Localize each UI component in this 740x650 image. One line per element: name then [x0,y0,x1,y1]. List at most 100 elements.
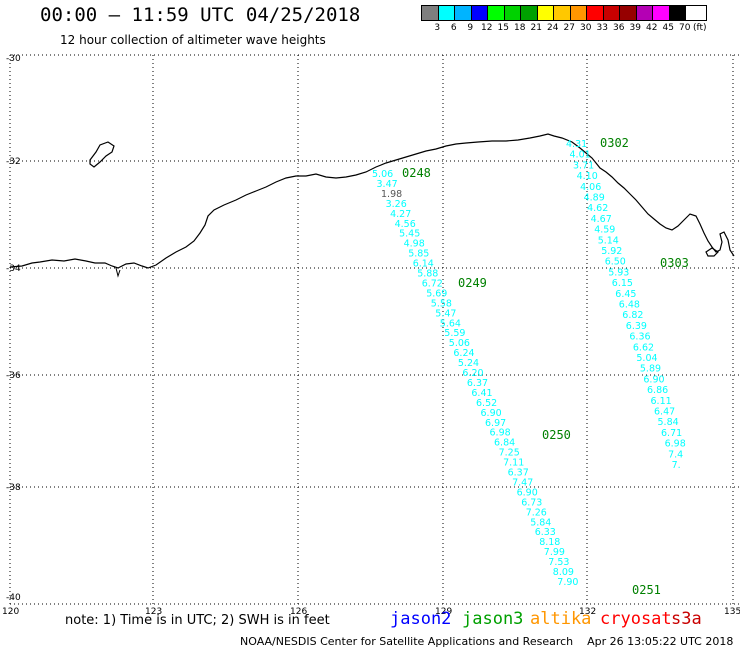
wave-height-label: 6.97 [485,418,506,429]
legend-tick: 9 [467,23,474,33]
wave-height-label: 6.73 [521,497,542,508]
wave-height-label: 6.72 [422,278,443,289]
wave-height-label: 6.50 [605,257,626,268]
legend-unit: (ft) [693,23,707,33]
wave-height-label: 5.84 [530,517,551,528]
pass-time-label: 0250 [542,428,571,442]
coastline [9,133,735,269]
lon-label: 132 [579,607,596,617]
island [89,141,115,168]
legend-tick: 42 [646,23,658,33]
wave-height-label: 6.90 [517,487,538,498]
wave-height-label: 5.04 [636,353,657,364]
wave-height-label: 4.67 [591,214,612,225]
wave-height-label: 5.85 [408,249,429,260]
units-note: note: 1) Time is in UTC; 2) SWH is in fe… [65,613,330,628]
legend-ticks: 3 6 9 12 15 18 21 24 27 30 33 36 39 42 45 70 (ft) [429,23,707,33]
wave-height-label: 7.25 [499,448,520,459]
lat-label: -36 [6,371,21,381]
legend-tick: 24 [547,23,559,33]
lat-label: -40 [6,593,21,603]
legend-swatch [554,6,571,20]
wave-height-label: 6.37 [508,468,529,479]
wave-height-label: 6.20 [462,368,483,379]
legend-tick: 39 [629,23,641,33]
latitude-labels: -30 -32 -34 -36 -38 -40 [6,54,21,603]
wave-height-label: 6.48 [619,300,640,311]
wave-height-label: 3.71 [573,160,594,171]
wave-height-label: 6.37 [467,378,488,389]
wave-height-label: 7.11 [503,458,524,469]
wave-height-label: 6.39 [626,321,647,332]
wave-height-label: 7.26 [526,507,547,518]
wave-height-label: 3.47 [377,179,398,190]
wave-height-label: 3.26 [386,199,407,210]
satellite-jason2: jason2 [390,609,452,629]
wave-height-label: 6.15 [612,278,633,289]
wave-height-label: 1.98 [381,189,402,200]
legend-swatch [537,6,554,20]
legend-tick: 3 [434,23,441,33]
legend-swatch [521,6,538,20]
wave-height-label: 8.18 [539,537,560,548]
wave-height-label: 7. [672,460,681,471]
legend-tick: 30 [580,23,592,33]
wave-height-label: 5.24 [458,358,479,369]
legend-swatches [421,5,707,21]
generated-time: Apr 26 13:05:22 UTC 2018 [587,635,734,648]
legend-swatch [455,6,472,20]
legend-swatch [488,6,505,20]
wave-height-tracks: 5.063.471.983.264.274.565.454.985.856.14… [372,136,689,597]
wave-height-label: 4.06 [580,182,601,193]
color-legend: 3 6 9 12 15 18 21 24 27 30 33 36 39 42 45 70 (ft) [421,5,707,33]
pass-time-label: 0248 [402,166,431,180]
lat-label: -38 [6,483,21,493]
wave-height-label: 4.56 [395,219,416,230]
wave-height-label: 6.24 [453,348,474,359]
credit-line: NOAA/NESDIS Center for Satellite Applica… [240,635,733,648]
wave-height-label: 6.11 [651,396,672,407]
pass-time-label: 0249 [458,276,487,290]
wave-height-label: 6.41 [471,388,492,399]
legend-swatch [620,6,637,20]
wave-height-label: 5.06 [449,338,470,349]
wave-height-label: 4.89 [584,193,605,204]
wave-height-label: 6.45 [615,289,636,300]
legend-tick: 6 [450,23,457,33]
legend-swatch [570,6,587,20]
graticule [10,55,740,604]
page-subtitle: 12 hour collection of altimeter wave hei… [60,33,326,47]
wave-height-label: 6.90 [643,374,664,385]
legend-tick: 33 [596,23,608,33]
lon-label: 126 [290,607,307,617]
legend-swatch [471,6,488,20]
legend-swatch [603,6,620,20]
legend-swatch [587,6,604,20]
legend-swatch [636,6,653,20]
legend-tick: 36 [613,23,625,33]
wave-height-label: 6.98 [665,439,686,450]
legend-swatch [422,6,439,20]
wave-height-label: 6.36 [629,332,650,343]
lon-label: 129 [435,607,452,617]
longitude-labels: 120 123 126 129 132 135 [2,607,740,617]
wave-height-label: 4.01 [570,150,591,161]
lon-label: 135 [724,607,740,617]
credit-text: NOAA/NESDIS Center for Satellite Applica… [240,635,574,648]
wave-height-label: 7.90 [557,577,578,588]
wave-height-label: 6.71 [661,428,682,439]
wave-height-label: 4.59 [594,225,615,236]
map-frame [9,54,740,605]
lat-label: -32 [6,157,21,167]
wave-height-label: 5.45 [399,229,420,240]
island [705,247,719,257]
wave-height-label: 6.47 [654,407,675,418]
wave-height-label: 4.10 [577,171,598,182]
legend-tick: 18 [514,23,526,33]
wave-height-label: 6.62 [633,342,654,353]
wave-height-label: 4.98 [404,239,425,250]
wave-height-label: 5.59 [444,328,465,339]
legend-swatch [504,6,521,20]
wave-height-label: 5.69 [426,288,447,299]
